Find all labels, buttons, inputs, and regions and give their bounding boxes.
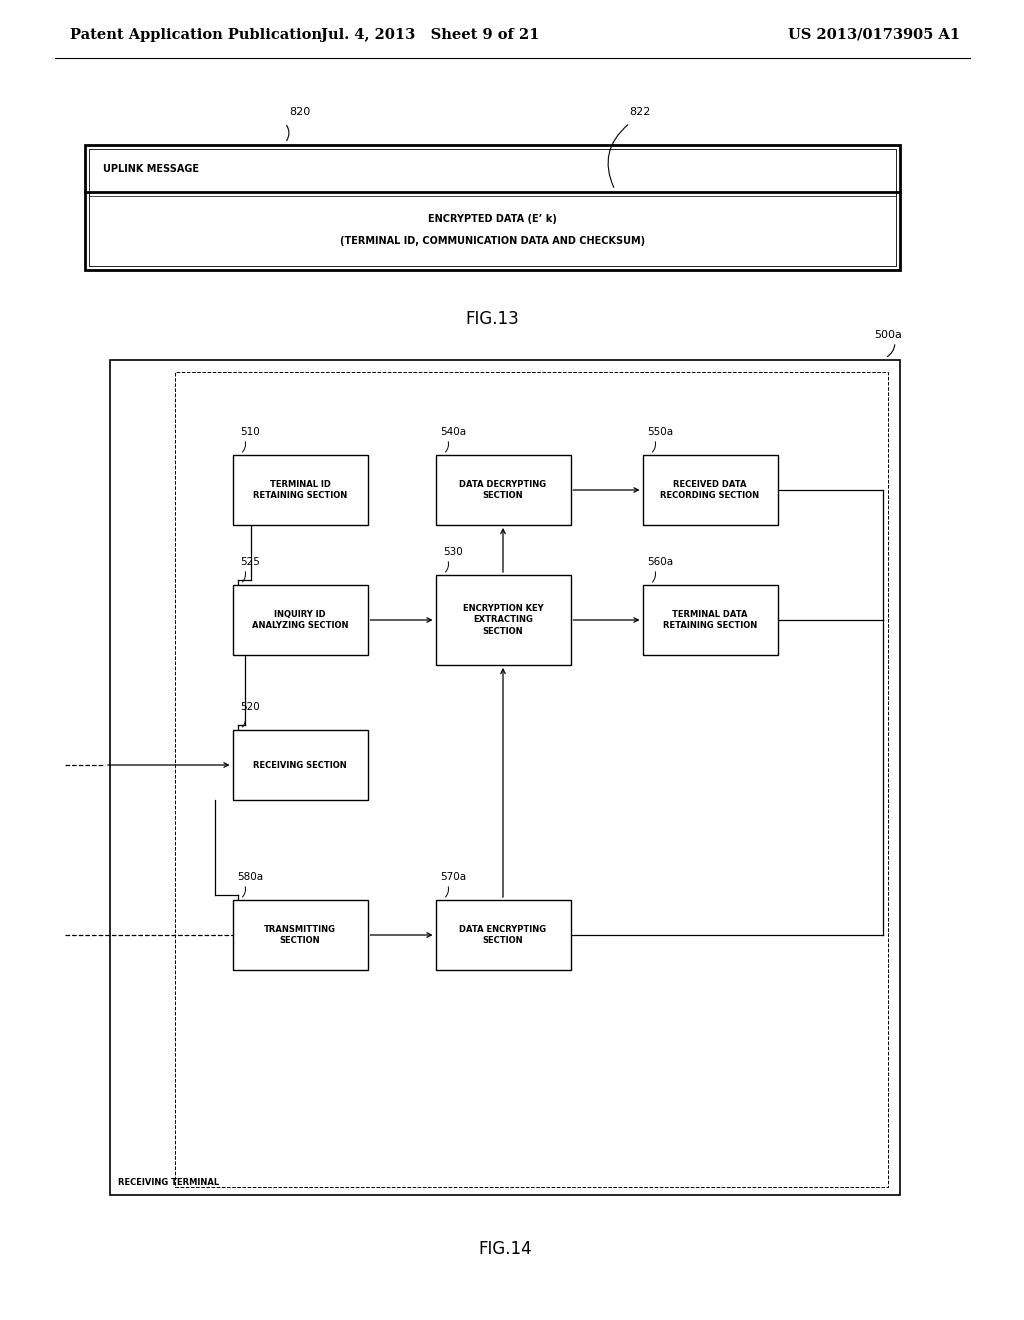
Text: INQUIRY ID
ANALYZING SECTION: INQUIRY ID ANALYZING SECTION: [252, 610, 348, 630]
Bar: [110, 360, 900, 1195]
Text: RECEIVING SECTION: RECEIVING SECTION: [253, 760, 347, 770]
Text: UPLINK MESSAGE: UPLINK MESSAGE: [103, 164, 199, 173]
Text: ENCRYPTED DATA (E’ k): ENCRYPTED DATA (E’ k): [428, 214, 557, 224]
Text: 570a: 570a: [440, 873, 467, 882]
Bar: [85, 145, 900, 271]
Text: 525: 525: [241, 557, 260, 568]
Text: FIG.14: FIG.14: [478, 1239, 531, 1258]
Text: 520: 520: [241, 702, 260, 711]
Bar: [435, 576, 570, 665]
Text: 540a: 540a: [440, 426, 467, 437]
Text: ENCRYPTION KEY
EXTRACTING
SECTION: ENCRYPTION KEY EXTRACTING SECTION: [463, 605, 544, 636]
Text: (TERMINAL ID, COMMUNICATION DATA AND CHECKSUM): (TERMINAL ID, COMMUNICATION DATA AND CHE…: [340, 236, 645, 246]
Text: 580a: 580a: [238, 873, 263, 882]
Bar: [435, 900, 570, 970]
Text: US 2013/0173905 A1: US 2013/0173905 A1: [787, 28, 961, 42]
Text: TRANSMITTING
SECTION: TRANSMITTING SECTION: [264, 925, 336, 945]
Text: FIG.13: FIG.13: [466, 310, 519, 327]
Bar: [175, 372, 888, 1187]
Bar: [232, 900, 368, 970]
Text: Jul. 4, 2013   Sheet 9 of 21: Jul. 4, 2013 Sheet 9 of 21: [321, 28, 540, 42]
Bar: [89, 149, 896, 267]
Bar: [435, 455, 570, 525]
Text: RECEIVED DATA
RECORDING SECTION: RECEIVED DATA RECORDING SECTION: [660, 480, 760, 500]
Bar: [232, 585, 368, 655]
Bar: [642, 455, 777, 525]
Text: 820: 820: [290, 107, 310, 117]
Bar: [232, 730, 368, 800]
Text: DATA DECRYPTING
SECTION: DATA DECRYPTING SECTION: [460, 480, 547, 500]
Text: 530: 530: [443, 546, 464, 557]
Text: TERMINAL ID
RETAINING SECTION: TERMINAL ID RETAINING SECTION: [253, 480, 347, 500]
Text: 822: 822: [630, 107, 650, 117]
Text: TERMINAL DATA
RETAINING SECTION: TERMINAL DATA RETAINING SECTION: [663, 610, 757, 630]
Text: RECEIVING TERMINAL: RECEIVING TERMINAL: [118, 1177, 219, 1187]
Text: 500a: 500a: [874, 330, 902, 341]
Text: DATA ENCRYPTING
SECTION: DATA ENCRYPTING SECTION: [460, 925, 547, 945]
Text: 550a: 550a: [647, 426, 674, 437]
Text: 560a: 560a: [647, 557, 674, 568]
Bar: [232, 455, 368, 525]
Bar: [642, 585, 777, 655]
Text: Patent Application Publication: Patent Application Publication: [70, 28, 322, 42]
Text: 510: 510: [241, 426, 260, 437]
